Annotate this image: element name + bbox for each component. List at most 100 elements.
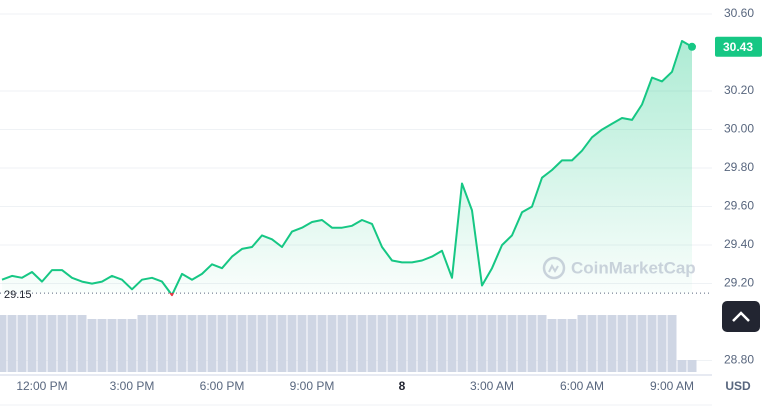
volume-bar — [537, 315, 547, 372]
volume-bar — [347, 315, 357, 372]
volume-bar — [587, 315, 597, 372]
scroll-button-bg[interactable] — [722, 301, 760, 332]
volume-bar — [127, 319, 137, 372]
area — [2, 41, 692, 296]
volume-bar — [177, 315, 187, 372]
volume-bar — [357, 315, 367, 372]
y-tick-label: 28.80 — [724, 353, 754, 367]
volume-bar — [557, 319, 567, 372]
volume-bar — [627, 315, 637, 372]
volume-bar — [237, 315, 247, 372]
volume-bar — [497, 315, 507, 372]
volume-bar — [487, 315, 497, 372]
volume-bar — [217, 315, 227, 372]
volume-bar — [327, 315, 337, 372]
volume-bar — [417, 315, 427, 372]
volume-bar — [67, 315, 77, 372]
volume-bar — [677, 360, 687, 372]
volume-bar — [567, 319, 577, 372]
volume-bar — [7, 315, 17, 372]
y-tick-label: 29.40 — [724, 237, 754, 251]
volume-bar — [197, 315, 207, 372]
volume-bar — [207, 315, 217, 372]
volume-bar — [607, 315, 617, 372]
y-tick-label: 29.80 — [724, 160, 754, 174]
volume-bar — [107, 319, 117, 372]
volume-bar — [687, 360, 697, 372]
volume-bar — [547, 319, 557, 372]
baseline-label: 29.15 — [4, 289, 32, 301]
volume-bar — [267, 315, 277, 372]
watermark-text: CoinMarketCap — [571, 258, 696, 277]
volume-bar — [77, 315, 87, 372]
y-tick-label: 30.00 — [724, 122, 754, 136]
volume-bar — [667, 315, 677, 372]
volume-bar — [37, 315, 47, 372]
volume-bar — [507, 315, 517, 372]
area-fill — [2, 41, 692, 296]
volume-bar — [117, 319, 127, 372]
volume-bar — [157, 315, 167, 372]
volume-bar — [467, 315, 477, 372]
volume-bar — [407, 315, 417, 372]
volume-bar — [447, 315, 457, 372]
currency-label: USD — [725, 379, 751, 393]
x-tick-label: 3:00 AM — [470, 379, 514, 393]
volume-bar — [257, 315, 267, 372]
scroll-button-icon[interactable] — [732, 311, 750, 322]
volume-bar — [427, 315, 437, 372]
x-tick-label: 9:00 AM — [650, 379, 694, 393]
x-tick-label: 6:00 PM — [200, 379, 245, 393]
watermark-logo — [542, 256, 566, 280]
volume-bar — [87, 319, 97, 372]
volume-bar — [637, 315, 647, 372]
volume-bar — [397, 315, 407, 372]
x-tick-label: 12:00 PM — [16, 379, 67, 393]
volume-bar — [47, 315, 57, 372]
volume-bar — [377, 315, 387, 372]
y-tick-label: 30.20 — [724, 83, 754, 97]
x-tick-label: 3:00 PM — [110, 379, 155, 393]
volume-bar — [227, 315, 237, 372]
volume-bar — [597, 315, 607, 372]
volume-bar — [647, 315, 657, 372]
volume-bar — [187, 315, 197, 372]
scroll-button[interactable] — [722, 301, 760, 332]
watermark: CoinMarketCap — [542, 256, 696, 280]
volume-bar — [17, 315, 27, 372]
y-tick-label: 29.60 — [724, 199, 754, 213]
volume-bar — [317, 315, 327, 372]
price-badge — [715, 36, 762, 57]
volume-bar — [277, 315, 287, 372]
volume-bar — [517, 315, 527, 372]
y-tick-label: 30.60 — [724, 6, 754, 20]
volume-bar — [527, 315, 537, 372]
x-tick-label: 6:00 AM — [560, 379, 604, 393]
volume-bar — [27, 315, 37, 372]
volume-bar — [167, 315, 177, 372]
volume-bar — [247, 315, 257, 372]
price-line — [1, 40, 693, 297]
volume-bar — [617, 315, 627, 372]
volume-bar — [367, 315, 377, 372]
y-tick-label: 29.20 — [724, 276, 754, 290]
axes: 28.80 29.20 29.40 29.60 29.80 30.00 30.20 30.60… — [0, 6, 762, 406]
line — [1, 40, 696, 297]
x-tick-label: 9:00 PM — [290, 379, 335, 393]
volume-bar — [297, 315, 307, 372]
volume-bar — [437, 315, 447, 372]
volume-bar — [457, 315, 467, 372]
volume-bar — [337, 315, 347, 372]
x-tick-label: 8 — [399, 379, 406, 393]
volume-bar — [0, 315, 7, 372]
volume-bar — [287, 315, 297, 372]
volume-bars — [0, 315, 697, 372]
volume-bar — [657, 315, 667, 372]
volume-bar — [97, 319, 107, 372]
volume-bar — [387, 315, 397, 372]
price-badge-label: 30.43 — [723, 40, 753, 54]
volume-bar — [307, 315, 317, 372]
volume-bar — [577, 315, 587, 372]
